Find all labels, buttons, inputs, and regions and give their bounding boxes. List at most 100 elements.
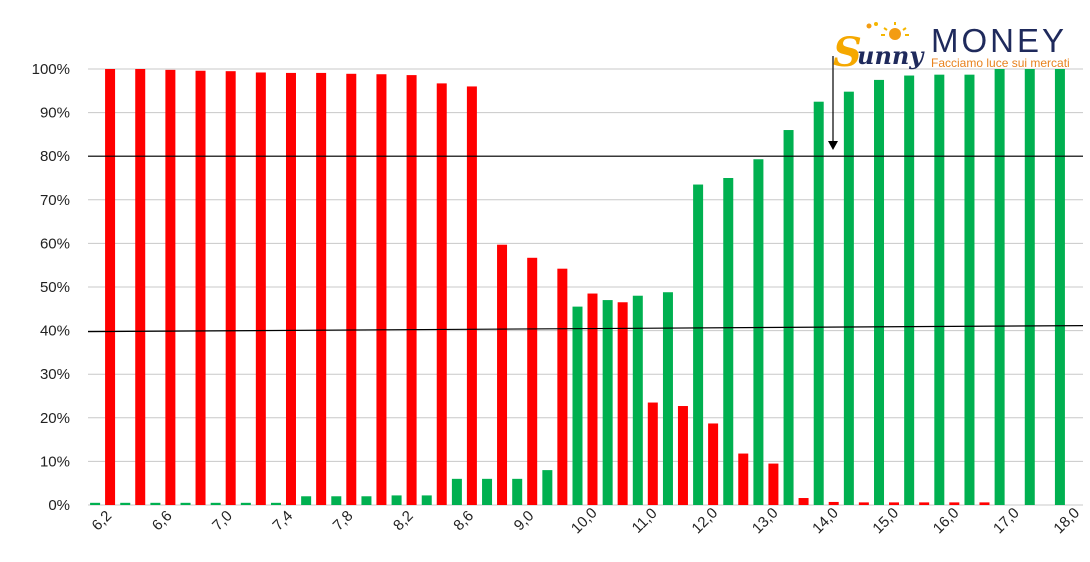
y-tick-label: 60% — [40, 235, 70, 252]
red-bar — [768, 463, 779, 505]
svg-text:unny: unny — [857, 41, 925, 70]
red-bar — [858, 502, 869, 505]
green-bar — [331, 496, 342, 505]
red-bar — [135, 69, 146, 505]
red-bar — [949, 502, 960, 505]
y-tick-label: 50% — [40, 279, 70, 296]
red-bar — [527, 257, 538, 505]
x-tick-label: 8,6 — [450, 507, 477, 534]
x-tick-label: 15,0 — [869, 504, 902, 537]
green-bar — [874, 79, 885, 506]
x-axis-tick-labels: 6,2 6,6 7,0 7,4 7,8 8,2 8,6 9,0 10,0 11,0 12,0 13,0… — [89, 504, 1084, 537]
x-tick-label: 14,0 — [809, 504, 842, 537]
x-tick-label: 18,0 — [1050, 504, 1083, 537]
green-bar — [693, 184, 704, 506]
green-bar — [482, 478, 493, 505]
green-bar — [240, 502, 251, 505]
red-bar — [406, 75, 417, 505]
green-bar — [572, 306, 583, 505]
y-tick-label: 30% — [40, 366, 70, 383]
green-bar — [512, 478, 523, 505]
reference-line-40 — [87, 325, 1084, 333]
red-bar — [557, 268, 568, 505]
green-bar — [90, 502, 101, 505]
gridlines — [88, 68, 1083, 506]
svg-text:S: S — [833, 29, 862, 76]
reference-lines — [87, 155, 1084, 333]
y-tick-label: 90% — [40, 105, 70, 122]
green-bar — [120, 502, 131, 505]
green-bar — [723, 178, 734, 505]
green-bar — [301, 496, 312, 505]
red-bar — [225, 71, 236, 506]
green-bar — [934, 74, 945, 505]
green-bar — [270, 502, 281, 505]
red-bar — [195, 70, 206, 505]
y-tick-label: 0% — [48, 497, 70, 514]
y-tick-label: 100% — [32, 61, 70, 78]
y-tick-label: 70% — [40, 192, 70, 209]
logo-tagline: Facciamo luce sui mercati — [931, 56, 1070, 70]
green-bar — [391, 495, 402, 505]
red-bar — [285, 72, 296, 505]
green-bar — [783, 130, 794, 506]
x-tick-label: 7,0 — [209, 507, 236, 534]
sun-logo-icon: S unny — [833, 22, 925, 76]
bars — [90, 69, 1065, 506]
red-bar — [316, 72, 327, 505]
y-tick-label: 20% — [40, 410, 70, 427]
red-bar — [376, 74, 387, 506]
green-bar — [843, 91, 854, 505]
red-bar — [497, 244, 508, 505]
green-bar — [210, 502, 221, 505]
green-bar — [421, 495, 432, 505]
red-bar — [647, 402, 658, 505]
green-bar — [753, 159, 764, 505]
red-bar — [798, 498, 809, 505]
annotation-arrow-head — [828, 141, 838, 150]
y-tick-label: 10% — [40, 453, 70, 470]
x-tick-label: 6,2 — [89, 507, 116, 534]
x-tick-label: 16,0 — [930, 504, 963, 537]
red-bar — [738, 453, 749, 505]
red-bar — [165, 69, 176, 505]
x-tick-label: 13,0 — [749, 504, 782, 537]
green-bar — [964, 74, 975, 505]
red-bar — [436, 83, 447, 505]
x-tick-label: 9,0 — [511, 507, 538, 534]
red-bar — [587, 293, 598, 505]
sunny-money-logo: S unny MONEY Facciamo luce sui mercati — [833, 20, 1073, 76]
green-bar — [813, 101, 824, 505]
x-tick-label: 8,2 — [390, 507, 417, 534]
green-bar — [904, 75, 915, 505]
green-bar — [1054, 69, 1065, 505]
green-bar — [994, 69, 1005, 505]
green-bar — [1024, 69, 1035, 505]
red-bar — [677, 406, 688, 505]
x-tick-label: 7,8 — [330, 507, 357, 534]
logo-brand-text: MONEY — [931, 22, 1068, 59]
x-tick-label: 6,6 — [149, 507, 176, 534]
y-axis-tick-labels: 0% 10% 20% 30% 40% 50% 60% 70% 80% 90% 100% — [32, 61, 70, 514]
x-tick-label: 11,0 — [629, 505, 661, 537]
green-bar — [180, 502, 191, 505]
red-bar — [708, 423, 719, 505]
red-bar — [617, 302, 628, 505]
green-bar — [632, 295, 643, 505]
red-bar — [979, 502, 990, 505]
red-bar — [889, 502, 900, 505]
green-bar — [602, 300, 613, 505]
green-bar — [662, 292, 673, 505]
green-bar — [542, 470, 553, 505]
red-bar — [466, 86, 477, 505]
red-bar — [828, 501, 839, 505]
red-bar — [919, 502, 930, 505]
green-bar — [361, 496, 372, 505]
red-bar — [346, 73, 357, 506]
red-bar — [105, 69, 116, 505]
red-bar — [255, 72, 266, 505]
y-tick-label: 80% — [40, 148, 70, 165]
x-tick-label: 17,0 — [990, 504, 1023, 537]
x-tick-label: 10,0 — [568, 504, 601, 537]
